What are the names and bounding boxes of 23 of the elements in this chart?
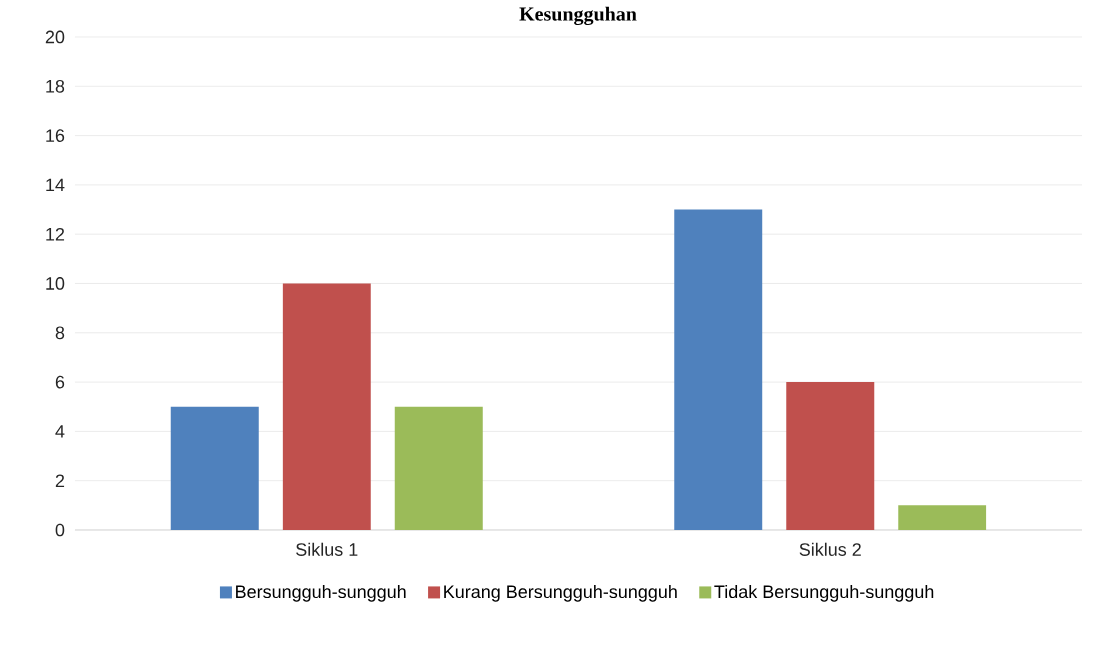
x-tick-label: Siklus 2 xyxy=(799,542,861,556)
y-tick-label: 12 xyxy=(46,227,65,241)
y-tick-label: 4 xyxy=(55,425,65,438)
bar xyxy=(394,406,483,530)
y-tick-label: 2 xyxy=(55,474,65,487)
y-tick-label: 20 xyxy=(45,30,65,44)
y-tick-label: 18 xyxy=(46,79,65,93)
y-tick-label: 14 xyxy=(46,178,65,192)
bar xyxy=(674,209,763,530)
legend-label: Kurang Bersungguh-sungguh xyxy=(444,584,677,602)
y-tick-label: 16 xyxy=(46,129,65,142)
bar xyxy=(282,283,371,530)
y-tick-label: 0 xyxy=(55,523,65,537)
legend-label: Tidak Bersungguh-sungguh xyxy=(714,584,934,602)
chart-title: Kesungguhan xyxy=(519,6,637,25)
legend-label: Bersungguh-sungguh xyxy=(236,584,406,602)
y-tick-label: 8 xyxy=(55,326,65,340)
bar xyxy=(786,382,875,530)
y-tick-label: 6 xyxy=(55,375,65,389)
y-tick-label: 10 xyxy=(46,277,65,290)
bar xyxy=(170,406,259,530)
x-tick-label: Siklus 1 xyxy=(296,542,358,556)
bar xyxy=(898,505,987,530)
